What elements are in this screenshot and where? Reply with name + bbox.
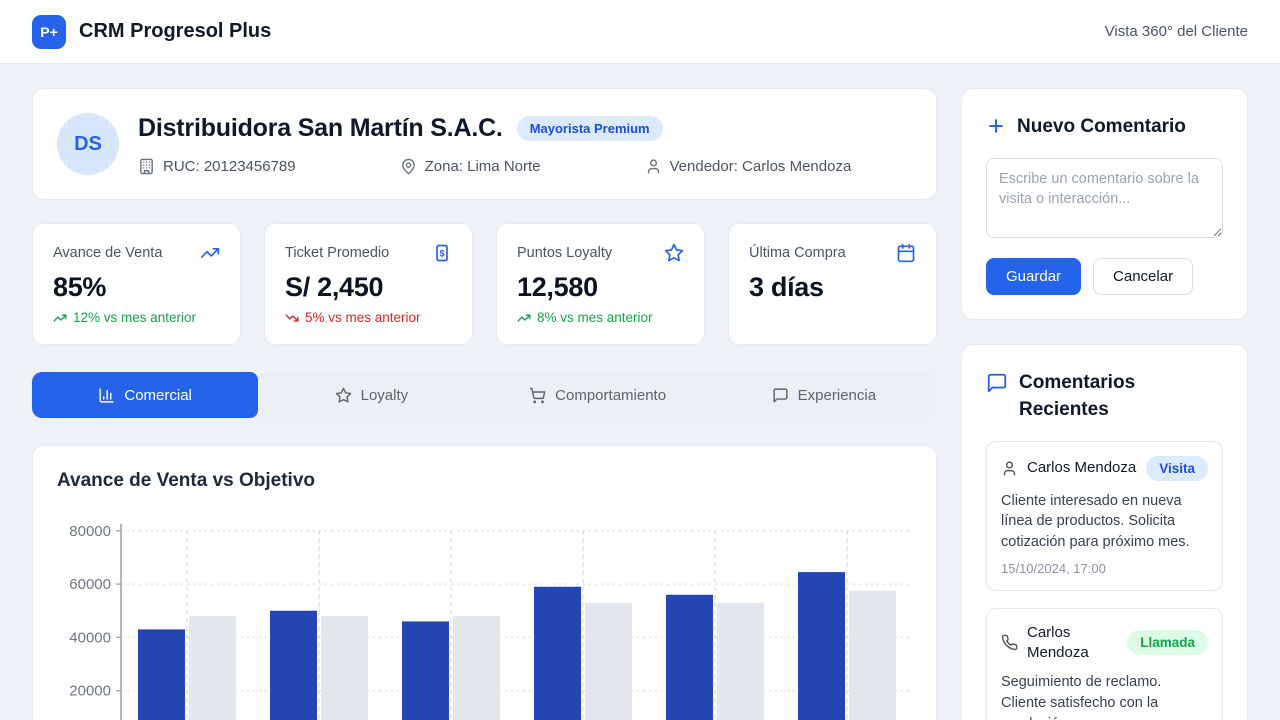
client-card: DS Distribuidora San Martín S.A.C. Mayor…: [32, 88, 937, 200]
tab-label: Comportamiento: [555, 386, 667, 404]
kpi-card-avance-venta: Avance de Venta 85% 12% vs mes anterior: [32, 223, 241, 345]
kpi-change: 8% vs mes anterior: [517, 310, 684, 325]
kpi-change-text: 12% vs mes anterior: [73, 310, 197, 325]
client-avatar: DS: [57, 113, 119, 175]
message-square-icon: [986, 369, 1008, 394]
comment-timestamp: 15/10/2024, 17:00: [1001, 561, 1106, 577]
kpi-value: S/ 2,450: [285, 272, 384, 302]
phone-icon: [1001, 634, 1018, 651]
kpi-change-text: 8% vs mes anterior: [537, 310, 653, 325]
comment-author: Carlos Mendoza: [1027, 459, 1137, 477]
tab-experiencia[interactable]: Experiencia: [711, 372, 937, 418]
comment-input[interactable]: [986, 157, 1223, 238]
kpi-change: 5% vs mes anterior: [285, 310, 452, 325]
client-seller-text: Vendedor: Carlos Mendoza: [669, 157, 852, 175]
kpi-card-puntos-loyalty: Puntos Loyalty 12,580 8% vs mes anterior: [496, 223, 705, 345]
user-icon: [1001, 460, 1018, 477]
kpi-label: Avance de Venta: [53, 245, 163, 261]
sales-vs-target-chart-card: Avance de Venta vs Objetivo 20000 40000 60…: [32, 445, 937, 720]
chart-title: Avance de Venta vs Objetivo: [57, 470, 316, 491]
comment-type-badge: Visita: [1146, 455, 1208, 481]
client-ruc: RUC: 20123456789: [138, 158, 296, 175]
comment-item: Carlos Mendoza Visita Cliente interesado…: [986, 440, 1223, 592]
svg-text:80000: 80000: [69, 523, 111, 540]
kpi-change-text: 5% vs mes anterior: [305, 310, 421, 325]
recent-comments-card: Comentarios Recientes Carlos Mendoza Vis…: [961, 343, 1248, 720]
cancel-button[interactable]: Cancelar: [1093, 257, 1194, 295]
kpi-label: Ticket Promedio: [285, 245, 390, 261]
client-name: Distribuidora San Martín S.A.C.: [138, 113, 503, 142]
section-tabs: Comercial Loyalty Comportamiento Experie…: [32, 372, 937, 418]
app-title: CRM Progresol Plus: [79, 20, 272, 42]
client-ruc-text: RUC: 20123456789: [163, 157, 296, 175]
kpi-change: 12% vs mes anterior: [53, 310, 220, 325]
tab-label: Loyalty: [360, 386, 409, 404]
message-square-icon: [772, 387, 789, 404]
tab-comercial[interactable]: Comercial: [32, 372, 259, 418]
tab-loyalty[interactable]: Loyalty: [258, 372, 484, 418]
tab-label: Experiencia: [797, 386, 877, 404]
new-comment-card: Nuevo Comentario Guardar Cancelar: [961, 88, 1248, 320]
app-header: P+ CRM Progresol Plus Vista 360° del Cli…: [0, 0, 1280, 64]
kpi-label: Última Compra: [749, 245, 846, 261]
comment-text: Cliente interesado en nueva línea de pro…: [1001, 492, 1190, 550]
header-subtitle: Vista 360° del Cliente: [1104, 23, 1248, 40]
client-zone-text: Zona: Lima Norte: [424, 157, 541, 175]
save-button[interactable]: Guardar: [986, 257, 1082, 295]
svg-text:20000: 20000: [69, 683, 111, 700]
app-logo-text: P+: [40, 23, 58, 40]
comment-type-badge: Llamada: [1127, 630, 1208, 656]
recent-comments-title: Comentarios Recientes: [1019, 371, 1136, 421]
map-pin-icon: [400, 158, 417, 175]
client-seller: Vendedor: Carlos Mendoza: [645, 157, 852, 175]
trend-down-arrow-icon: [285, 311, 299, 325]
sales-chart: 20000 40000 60000 80000: [69, 523, 913, 720]
plus-icon: [986, 113, 1006, 136]
kpi-label: Puntos Loyalty: [517, 245, 613, 261]
svg-text:$: $: [439, 248, 444, 258]
tab-label: Comercial: [124, 386, 192, 404]
star-icon: [664, 243, 684, 263]
kpi-card-ultima-compra: Última Compra 3 días: [728, 223, 937, 345]
trend-up-arrow-icon: [517, 311, 531, 325]
shopping-cart-icon: [529, 387, 546, 404]
trend-up-arrow-icon: [53, 311, 67, 325]
new-comment-title: Nuevo Comentario: [1017, 116, 1186, 137]
svg-text:60000: 60000: [69, 576, 111, 593]
star-icon: [335, 387, 352, 404]
kpi-value: 3 días: [749, 272, 824, 302]
client-tier-badge: Mayorista Premium: [516, 115, 663, 141]
calendar-icon: [896, 243, 916, 263]
banknote-icon: $: [432, 243, 452, 263]
kpi-value: 12,580: [517, 272, 598, 302]
user-icon: [645, 158, 662, 175]
comment-item: Carlos Mendoza Llamada Seguimiento de re…: [986, 608, 1223, 720]
trending-up-icon: [200, 243, 220, 263]
comment-author: Carlos Mendoza: [1027, 624, 1089, 661]
kpi-card-ticket-promedio: Ticket Promedio $ S/ 2,450 5% vs mes ant…: [264, 223, 473, 345]
building-icon: [138, 158, 155, 175]
app-logo-icon: P+: [32, 14, 66, 49]
tab-comportamiento[interactable]: Comportamiento: [485, 372, 711, 418]
client-zone: Zona: Lima Norte: [400, 158, 541, 175]
svg-text:40000: 40000: [69, 629, 111, 646]
comment-text: Seguimiento de reclamo. Cliente satisfec…: [1001, 674, 1162, 720]
bar-chart-icon: [98, 387, 115, 404]
kpi-value: 85%: [53, 272, 107, 302]
